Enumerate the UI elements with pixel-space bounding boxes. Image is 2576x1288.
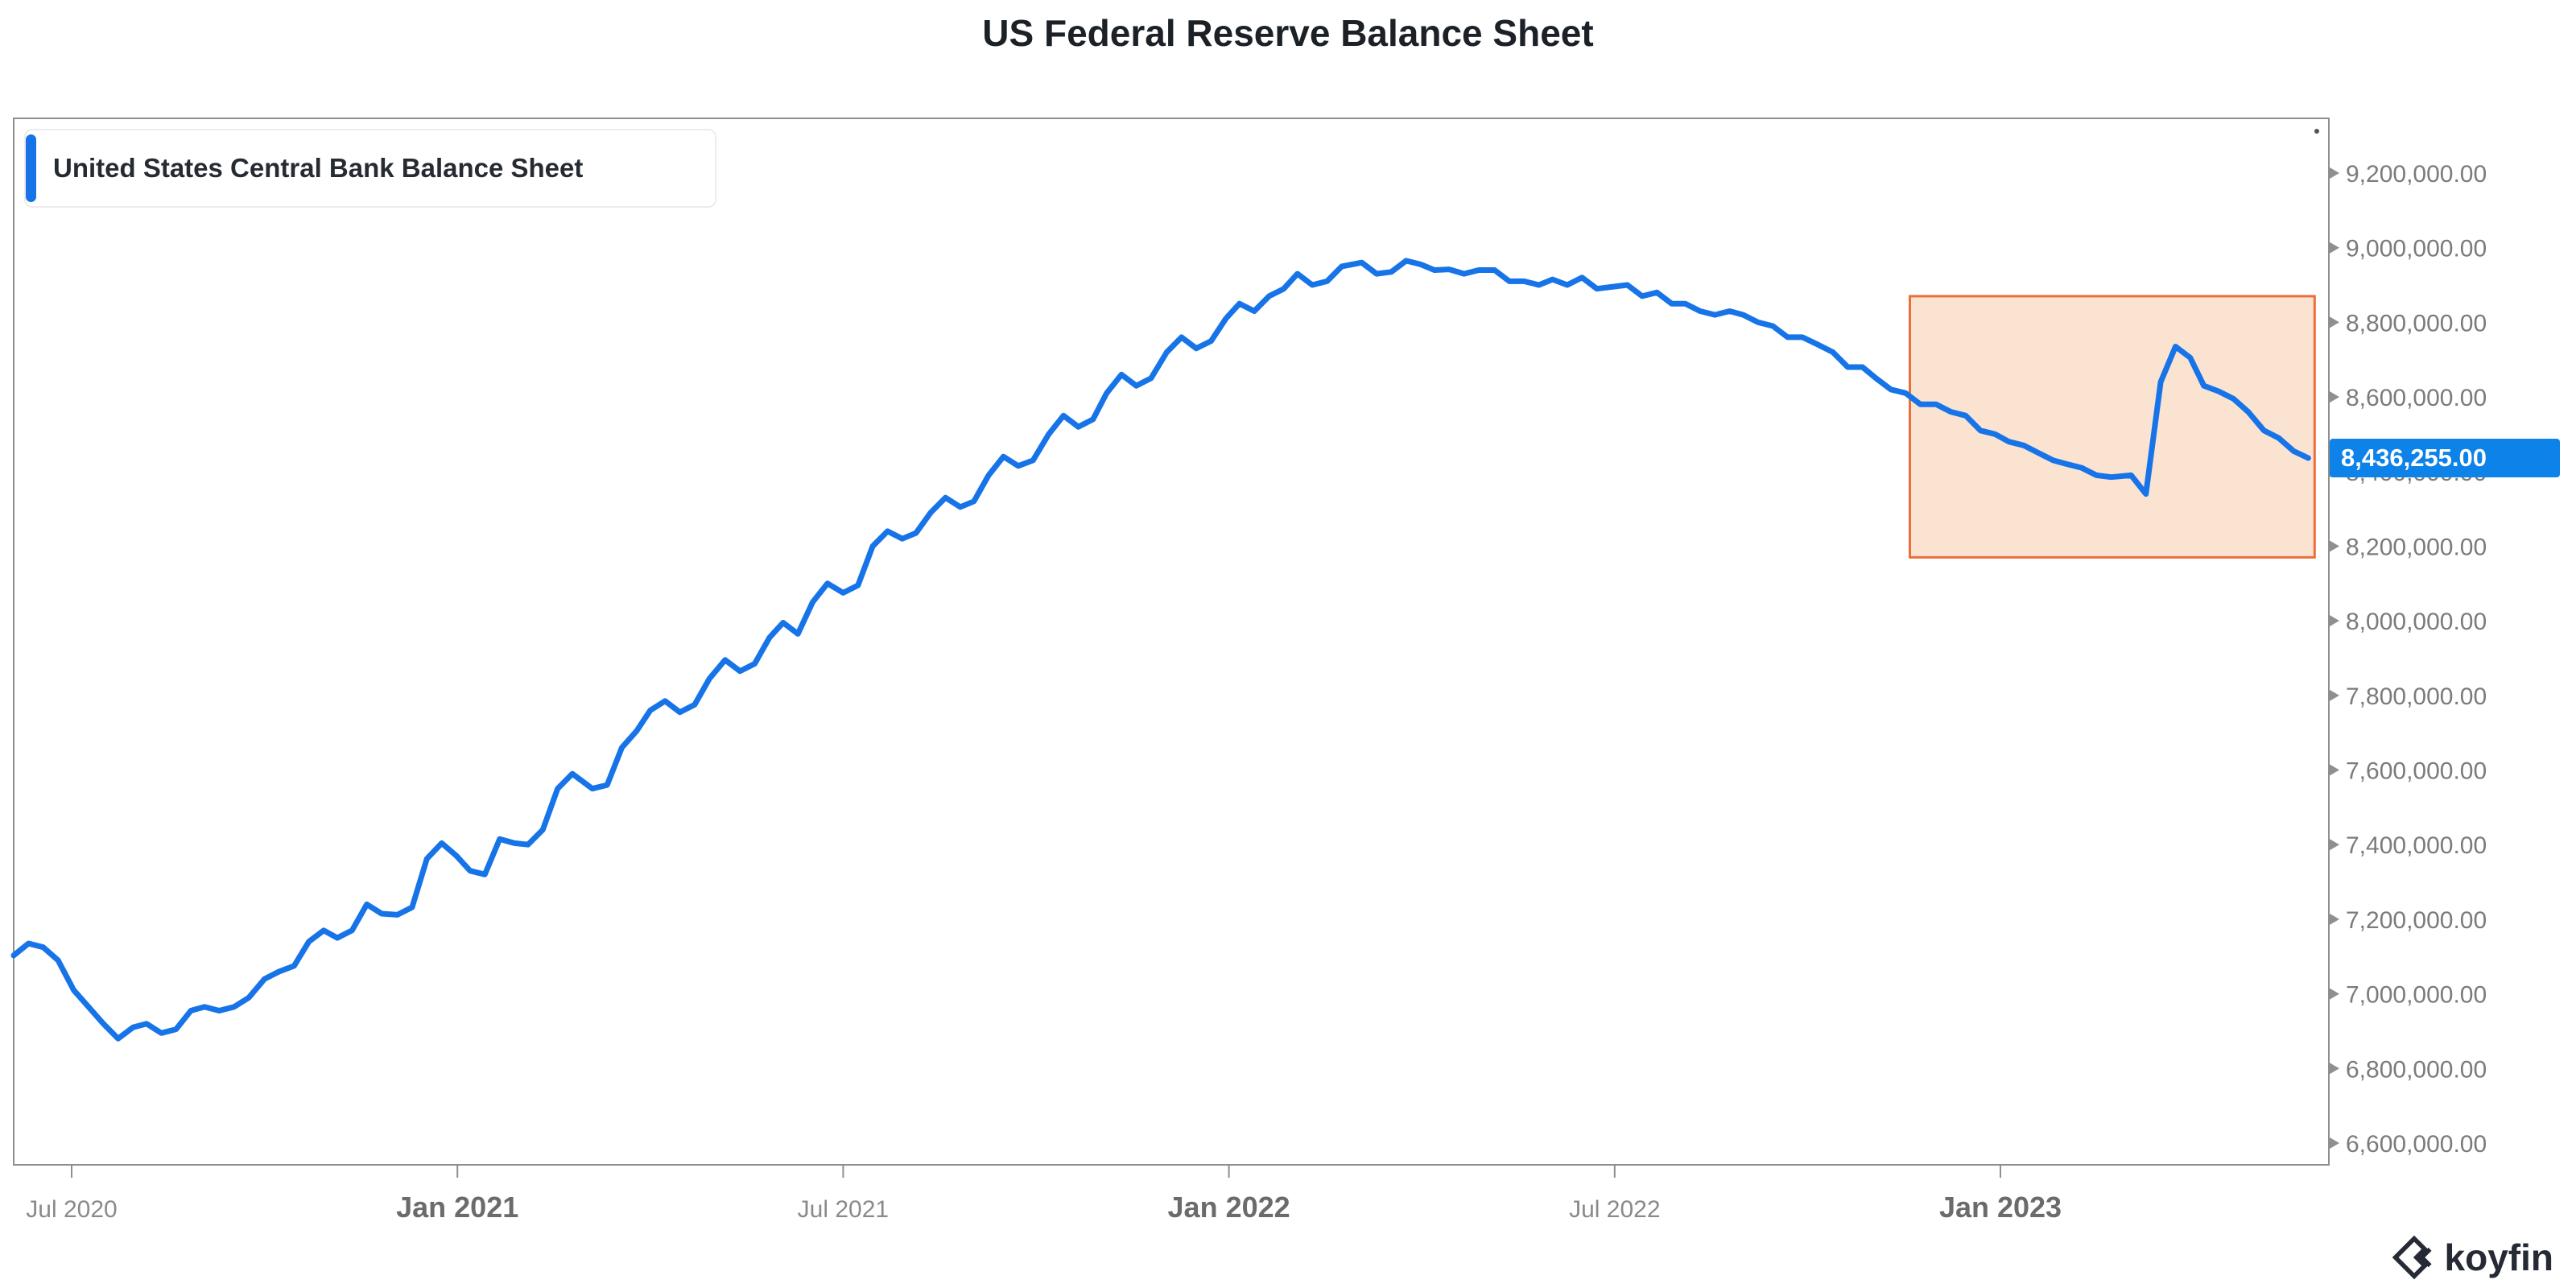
y-tick-arrow-icon <box>2330 1063 2339 1075</box>
y-tick-label: 7,600,000.00 <box>2346 758 2487 785</box>
y-tick-arrow-icon <box>2330 316 2339 328</box>
y-tick-arrow-icon <box>2330 391 2339 403</box>
y-tick-arrow-icon <box>2330 540 2339 552</box>
y-tick-arrow-icon <box>2330 1137 2339 1149</box>
y-tick-arrow-icon <box>2330 242 2339 254</box>
y-tick-label: 8,600,000.00 <box>2346 385 2487 411</box>
plot-border <box>13 118 2330 1166</box>
koyfin-watermark: koyfin <box>2392 1235 2553 1280</box>
koyfin-diamond-chevron-icon <box>2392 1235 2437 1280</box>
x-tick-label: Jan 2022 <box>1168 1191 1290 1224</box>
y-tick-label: 8,200,000.00 <box>2346 534 2487 560</box>
y-tick-label: 9,200,000.00 <box>2346 161 2487 188</box>
last-value-badge: 8,436,255.00 <box>2330 438 2560 477</box>
y-tick-arrow-icon <box>2330 913 2339 925</box>
y-tick-arrow-icon <box>2330 167 2339 179</box>
legend-series-label: United States Central Bank Balance Sheet <box>53 153 584 183</box>
y-tick-label: 8,000,000.00 <box>2346 609 2487 635</box>
y-tick-label: 8,800,000.00 <box>2346 310 2487 336</box>
y-tick-label: 7,400,000.00 <box>2346 832 2487 859</box>
koyfin-brand-text: koyfin <box>2444 1236 2553 1278</box>
corner-dot <box>2314 129 2319 134</box>
balance-sheet-line[interactable] <box>10 258 2311 1042</box>
x-tick-label: Jul 2022 <box>1569 1196 1660 1223</box>
legend-accent-bar <box>26 134 36 202</box>
x-tick-label: Jan 2023 <box>1939 1191 2062 1224</box>
highlight-region <box>1909 295 2316 559</box>
y-tick-arrow-icon <box>2330 988 2339 1000</box>
x-tick-label: Jul 2020 <box>26 1196 117 1223</box>
y-tick-arrow-icon <box>2330 764 2339 776</box>
y-tick-label: 7,200,000.00 <box>2346 907 2487 934</box>
y-tick-label: 6,600,000.00 <box>2346 1131 2487 1158</box>
y-tick-label: 9,000,000.00 <box>2346 236 2487 262</box>
x-tick-label: Jul 2021 <box>798 1196 889 1223</box>
chart-title: US Federal Reserve Balance Sheet <box>982 12 1594 54</box>
y-tick-arrow-icon <box>2330 689 2339 701</box>
y-tick-label: 7,000,000.00 <box>2346 982 2487 1009</box>
x-tick-label: Jan 2021 <box>396 1191 518 1224</box>
y-tick-label: 6,800,000.00 <box>2346 1056 2487 1083</box>
y-tick-label: 7,800,000.00 <box>2346 683 2487 710</box>
y-tick-arrow-icon <box>2330 615 2339 627</box>
legend-box[interactable]: United States Central Bank Balance Sheet <box>24 129 716 208</box>
y-tick-arrow-icon <box>2330 839 2339 851</box>
